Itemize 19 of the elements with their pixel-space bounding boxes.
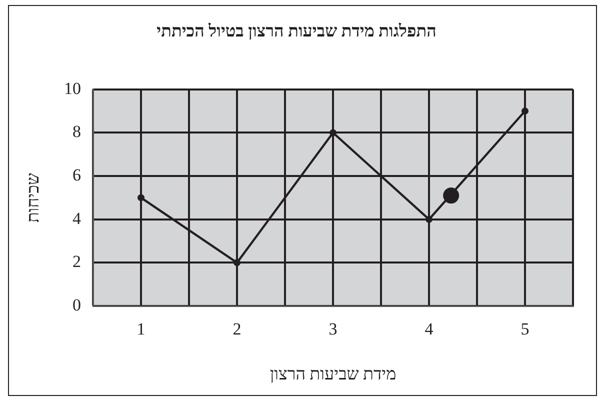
point — [522, 108, 528, 115]
point — [234, 259, 240, 266]
x-tick-label: 5 — [520, 320, 530, 339]
y-tick-label: 0 — [72, 295, 81, 314]
x-tick-label: 2 — [232, 320, 242, 339]
y-axis-title: שכיחות — [24, 172, 43, 222]
point — [138, 194, 144, 202]
chart-title: התפלגות מידת שביעות הרצון בטיול הכיתתי — [156, 22, 436, 41]
y-tick-label: 8 — [72, 122, 81, 142]
point — [426, 216, 432, 223]
y-tick-label: 10 — [64, 78, 81, 98]
y-tick-label: 2 — [72, 252, 81, 272]
x-tick-label: 4 — [424, 320, 434, 339]
point — [330, 129, 336, 136]
x-tick-label: 3 — [328, 320, 338, 339]
y-tick-label: 4 — [72, 208, 82, 228]
x-axis-title: מידת שביעות הרצון — [270, 364, 396, 384]
y-tick-label: 6 — [72, 166, 81, 185]
x-tick-label: 1 — [136, 320, 146, 339]
